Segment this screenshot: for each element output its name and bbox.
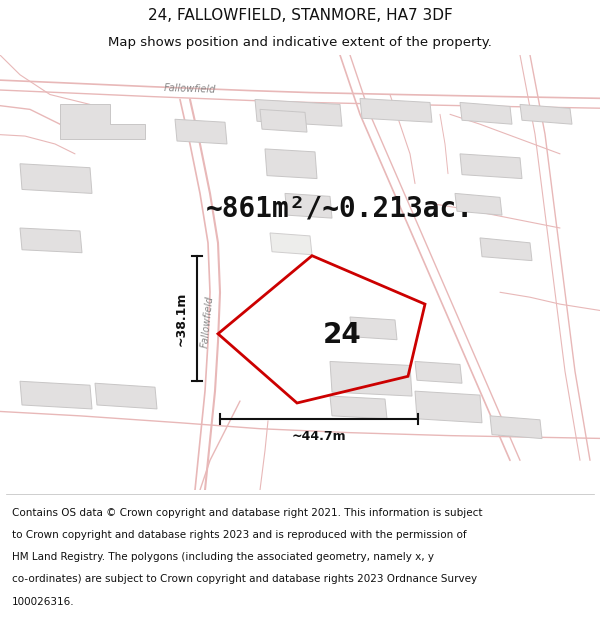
Text: Fallowfield: Fallowfield	[164, 82, 216, 94]
Polygon shape	[20, 228, 82, 253]
Text: co-ordinates) are subject to Crown copyright and database rights 2023 Ordnance S: co-ordinates) are subject to Crown copyr…	[12, 574, 477, 584]
Polygon shape	[285, 193, 332, 218]
Polygon shape	[175, 119, 227, 144]
Text: HM Land Registry. The polygons (including the associated geometry, namely x, y: HM Land Registry. The polygons (includin…	[12, 552, 434, 562]
Polygon shape	[350, 317, 397, 340]
Polygon shape	[260, 109, 307, 132]
Text: to Crown copyright and database rights 2023 and is reproduced with the permissio: to Crown copyright and database rights 2…	[12, 530, 467, 540]
Polygon shape	[20, 164, 92, 193]
Polygon shape	[460, 102, 512, 124]
Polygon shape	[60, 104, 145, 139]
Text: ~861m²/~0.213ac.: ~861m²/~0.213ac.	[206, 194, 474, 222]
Text: 24, FALLOWFIELD, STANMORE, HA7 3DF: 24, FALLOWFIELD, STANMORE, HA7 3DF	[148, 8, 452, 23]
Text: ~38.1m: ~38.1m	[175, 291, 187, 346]
Polygon shape	[415, 361, 462, 383]
Polygon shape	[270, 233, 312, 255]
Text: 100026316.: 100026316.	[12, 597, 74, 607]
Polygon shape	[255, 99, 342, 126]
Polygon shape	[460, 154, 522, 179]
Polygon shape	[330, 396, 387, 419]
Text: Fallowfield: Fallowfield	[199, 296, 215, 348]
Polygon shape	[415, 391, 482, 422]
Polygon shape	[455, 193, 502, 215]
Polygon shape	[265, 149, 317, 179]
Text: 24: 24	[323, 321, 361, 349]
Polygon shape	[95, 383, 157, 409]
Text: ~44.7m: ~44.7m	[292, 430, 346, 443]
Polygon shape	[490, 416, 542, 439]
Text: Contains OS data © Crown copyright and database right 2021. This information is : Contains OS data © Crown copyright and d…	[12, 508, 482, 518]
Polygon shape	[480, 238, 532, 261]
Polygon shape	[520, 104, 572, 124]
Polygon shape	[20, 381, 92, 409]
Text: Map shows position and indicative extent of the property.: Map shows position and indicative extent…	[108, 36, 492, 49]
Polygon shape	[330, 361, 412, 396]
Polygon shape	[360, 99, 432, 122]
